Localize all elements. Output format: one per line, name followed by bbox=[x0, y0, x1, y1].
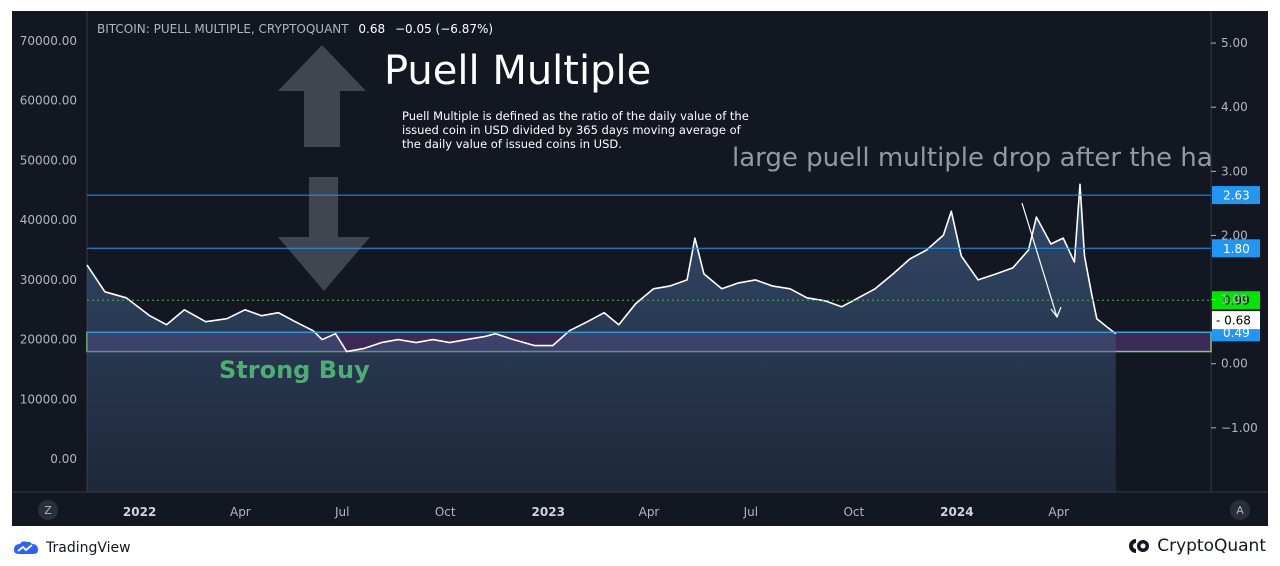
x-tick-label: 2022 bbox=[123, 505, 156, 519]
left-tick-label: 50000.00 bbox=[20, 153, 77, 167]
x-tick-label: 2023 bbox=[532, 505, 565, 519]
series-line bbox=[86, 183, 1117, 353]
legend-change: −0.05 (−6.87%) bbox=[394, 22, 494, 36]
badge-level-1.80: 1.80 bbox=[1223, 242, 1250, 256]
legend-last-value: 0.68 bbox=[358, 22, 386, 36]
x-tick-label: Apr bbox=[230, 505, 251, 519]
tradingview-text: TradingView bbox=[46, 540, 131, 556]
right-tick-label: 1.00 bbox=[1221, 293, 1248, 307]
chart-description: Puell Multiple is defined as the ratio o… bbox=[402, 109, 749, 151]
legend-symbol: BITCOIN: PUELL MULTIPLE, CRYPTOQUANT bbox=[97, 22, 349, 36]
series-area bbox=[87, 184, 1116, 493]
left-tick-label: 30000.00 bbox=[20, 273, 77, 287]
auto-scale-button[interactable]: A bbox=[1230, 500, 1250, 520]
right-tick-label: 2.00 bbox=[1221, 228, 1248, 242]
left-tick-label: 0.00 bbox=[50, 452, 77, 466]
left-tick-label: 10000.00 bbox=[20, 392, 77, 406]
badge-bg-level-0.99 bbox=[1212, 291, 1260, 310]
last-value-badge: - 0.68 bbox=[1216, 314, 1251, 328]
x-tick-label: Apr bbox=[639, 505, 660, 519]
x-tick-label: 2024 bbox=[940, 505, 973, 519]
badge-level-0.49: 0.49 bbox=[1223, 326, 1250, 340]
chart-svg[interactable]: 2.63 1.80 0.49 0.99 - 0.68 70000.00 60000.00 50… bbox=[12, 11, 1268, 526]
legend-line: BITCOIN: PUELL MULTIPLE, CRYPTOQUANT 0.6… bbox=[97, 22, 493, 36]
left-tick-label: 70000.00 bbox=[20, 34, 77, 48]
right-tick-label: 3.00 bbox=[1221, 164, 1248, 178]
x-tick-label: Oct bbox=[843, 505, 864, 519]
cryptoquant-brand[interactable]: CryptoQuant bbox=[1127, 535, 1266, 557]
badge-level-0.99: 0.99 bbox=[1223, 294, 1250, 308]
up-arrow-icon bbox=[278, 45, 366, 147]
x-tick-label: Jul bbox=[334, 505, 349, 519]
tradingview-brand[interactable]: TradingView bbox=[12, 537, 131, 559]
annotation-arrow-line bbox=[1021, 202, 1058, 318]
scale-z-button[interactable]: Z bbox=[38, 500, 58, 520]
left-tick-label: 40000.00 bbox=[20, 213, 77, 227]
cryptoquant-text: CryptoQuant bbox=[1157, 536, 1266, 556]
right-tick-label: 4.00 bbox=[1221, 100, 1248, 114]
right-tick-label: 5.00 bbox=[1221, 36, 1248, 50]
x-tick-label: Jul bbox=[743, 505, 758, 519]
left-tick-label: 60000.00 bbox=[20, 94, 77, 108]
badge-level-2.63: 2.63 bbox=[1223, 189, 1250, 203]
right-tick-label: −1.00 bbox=[1221, 421, 1258, 435]
right-tick-label: 0.00 bbox=[1221, 357, 1248, 371]
chart-title: Puell Multiple bbox=[384, 48, 652, 94]
down-arrow-icon bbox=[278, 177, 370, 291]
tradingview-logo-icon bbox=[14, 541, 38, 554]
strong-buy-label: Strong Buy bbox=[219, 356, 370, 384]
x-tick-label: Oct bbox=[435, 505, 456, 519]
badge-bg-level-1.80 bbox=[1212, 239, 1260, 258]
annotation-text: large puell multiple drop after the halv… bbox=[732, 143, 1213, 173]
badge-bg-level-2.63 bbox=[1212, 186, 1260, 205]
cryptoquant-logo-icon bbox=[1129, 539, 1150, 553]
annotation-arrowhead-icon bbox=[1050, 306, 1062, 319]
left-tick-label: 20000.00 bbox=[20, 333, 77, 347]
last-value-badge-bg bbox=[1212, 311, 1260, 330]
chart-frame: 2.63 1.80 0.49 0.99 - 0.68 70000.00 60000.00 50… bbox=[12, 11, 1268, 526]
x-tick-label: Apr bbox=[1048, 505, 1069, 519]
